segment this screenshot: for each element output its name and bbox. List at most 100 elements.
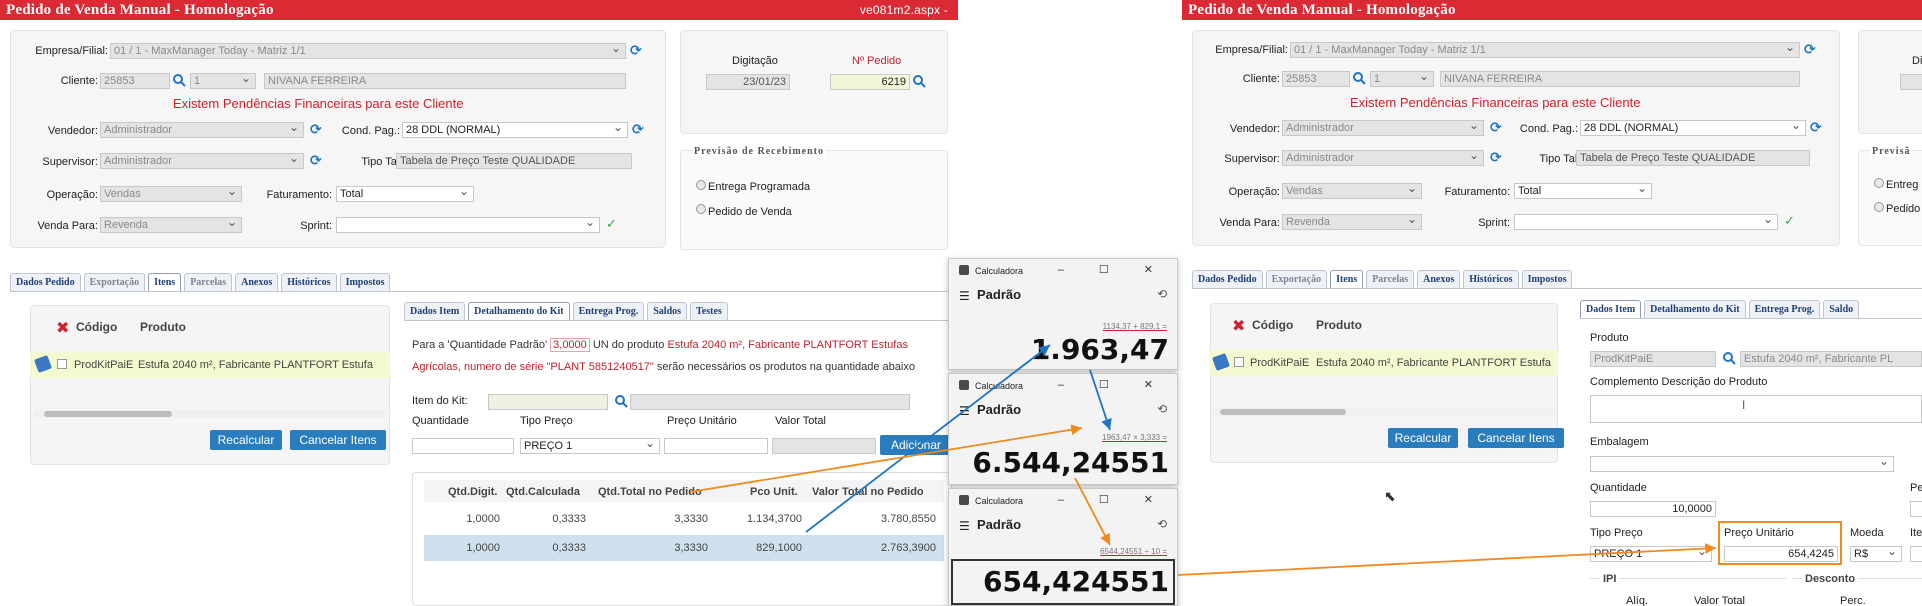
n-pedido-input[interactable]: 6219 [830, 74, 910, 90]
item-row[interactable] [1210, 350, 1558, 376]
calculator-window[interactable]: Calculadora – ☐ ✕ ☰ Padrão ⟲ 6544,24551 … [948, 488, 1178, 606]
supervisor-select[interactable]: Administrador [1282, 150, 1484, 166]
vendedor-select[interactable]: Administrador [1282, 120, 1484, 136]
refresh-icon[interactable]: ⟳ [1804, 41, 1816, 57]
refresh-icon[interactable]: ⟳ [1810, 119, 1822, 135]
radio-pedido[interactable] [1874, 202, 1884, 212]
radio-pedido[interactable] [696, 204, 706, 214]
item-checkbox[interactable] [1234, 357, 1244, 367]
embalagem-select[interactable] [1590, 456, 1894, 472]
recalcular-button[interactable]: Recalcular [210, 430, 282, 450]
cond-pag-select[interactable]: 28 DDL (NORMAL) [1580, 120, 1806, 136]
tipo-preco-select[interactable]: PREÇO 1 [520, 438, 660, 454]
refresh-icon[interactable]: ⟳ [1490, 119, 1502, 135]
refresh-icon[interactable]: ⟳ [630, 42, 642, 58]
items-scrollbar[interactable] [1212, 408, 1556, 416]
empresa-select[interactable]: 01 / 1 - MaxManager Today - Matriz 1/1 [1290, 42, 1800, 58]
cancelar-itens-button[interactable]: Cancelar Itens [290, 430, 386, 450]
subtab-saldos[interactable]: Saldos [647, 302, 688, 320]
subtab-entrega-prog[interactable]: Entrega Prog. [572, 302, 645, 320]
tab-anexos[interactable]: Anexos [1417, 270, 1461, 288]
subtab-testes[interactable]: Testes [690, 302, 728, 320]
cliente-code-input[interactable]: 25853 [1282, 71, 1350, 87]
cliente-seq-select[interactable]: 1 [190, 73, 256, 89]
cliente-code-input[interactable]: 25853 [100, 73, 170, 89]
subtab-dados-item[interactable]: Dados Item [404, 302, 466, 320]
refresh-icon[interactable]: ⟳ [1490, 149, 1502, 165]
search-icon[interactable] [1352, 71, 1366, 85]
menu-icon[interactable]: ☰ [959, 404, 970, 418]
tab-historicos[interactable]: Históricos [1463, 270, 1519, 288]
tab-historicos[interactable]: Históricos [281, 273, 337, 291]
tab-dados-pedido[interactable]: Dados Pedido [1192, 270, 1263, 288]
tab-parcelas[interactable]: Parcelas [184, 273, 233, 291]
preco-unit-input[interactable] [664, 438, 768, 454]
tab-impostos[interactable]: Impostos [339, 273, 391, 291]
refresh-icon[interactable]: ⟳ [310, 152, 322, 168]
ite-input[interactable] [1910, 546, 1922, 562]
history-icon[interactable]: ⟲ [1156, 402, 1167, 416]
calculator-window[interactable]: Calculadora – ☐ ✕ ☰ Padrão ⟲ 1963,47 × 3… [948, 373, 1178, 485]
supervisor-select[interactable]: Administrador [100, 153, 304, 169]
radio-entrega[interactable] [1874, 178, 1884, 188]
window-controls[interactable]: – ☐ ✕ [1057, 379, 1169, 391]
subtab-detalhamento-kit[interactable]: Detalhamento do Kit [468, 302, 570, 320]
search-icon[interactable] [1722, 351, 1736, 365]
refresh-icon[interactable]: ⟳ [310, 121, 322, 137]
venda-para-select[interactable]: Revenda [1282, 214, 1422, 230]
history-icon[interactable]: ⟲ [1156, 287, 1167, 301]
subtab-saldos[interactable]: Saldo [1823, 300, 1860, 318]
adicionar-button[interactable]: Adicionar [880, 435, 952, 455]
venda-para-select[interactable]: Revenda [100, 217, 242, 233]
subtab-dados-item[interactable]: Dados Item [1580, 300, 1642, 318]
quantidade-input[interactable] [412, 438, 514, 454]
item-kit-input[interactable] [488, 394, 608, 410]
check-icon: ✓ [606, 216, 617, 231]
history-icon[interactable]: ⟲ [1156, 517, 1167, 531]
refresh-icon[interactable]: ⟳ [632, 121, 644, 137]
moeda-select[interactable]: R$ [1850, 546, 1902, 562]
search-icon[interactable] [912, 74, 926, 88]
operacao-select[interactable]: Vendas [1282, 183, 1422, 199]
tab-exportacao[interactable]: Exportação [1265, 270, 1328, 288]
calculator-window[interactable]: Calculadora – ☐ ✕ ☰ Padrão ⟲ 1134,37 + 8… [948, 258, 1178, 370]
item-row[interactable] [30, 352, 390, 378]
sprint-select[interactable] [1514, 214, 1778, 230]
faturamento-select[interactable]: Total [1514, 183, 1652, 199]
item-checkbox[interactable] [57, 359, 67, 369]
menu-icon[interactable]: ☰ [959, 289, 970, 303]
subtab-entrega-prog[interactable]: Entrega Prog. [1748, 300, 1821, 318]
complemento-input[interactable] [1590, 395, 1922, 423]
sprint-select[interactable] [336, 217, 600, 233]
tipo-preco-select[interactable]: PREÇO 1 [1590, 546, 1712, 562]
vendedor-select[interactable]: Administrador [100, 122, 304, 138]
delete-icon[interactable]: ✖ [56, 320, 70, 337]
faturamento-select[interactable]: Total [336, 186, 474, 202]
radio-entrega[interactable] [696, 180, 706, 190]
tab-impostos[interactable]: Impostos [1521, 270, 1573, 288]
kit-row[interactable] [424, 535, 944, 561]
empresa-select[interactable]: 01 / 1 - MaxManager Today - Matriz 1/1 [110, 43, 626, 59]
cond-pag-select[interactable]: 28 DDL (NORMAL) [402, 122, 628, 138]
tab-dados-pedido[interactable]: Dados Pedido [10, 273, 81, 291]
menu-icon[interactable]: ☰ [959, 519, 970, 533]
window-controls[interactable]: – ☐ ✕ [1057, 264, 1169, 276]
cancelar-itens-button[interactable]: Cancelar Itens [1468, 428, 1564, 448]
subtab-detalhamento-kit[interactable]: Detalhamento do Kit [1644, 300, 1746, 318]
quantidade-input[interactable]: 10,0000 [1590, 501, 1716, 517]
preco-unit-input[interactable]: 654,4245 [1724, 546, 1838, 562]
tab-exportacao[interactable]: Exportação [83, 273, 146, 291]
tab-itens[interactable]: Itens [148, 273, 182, 291]
tab-anexos[interactable]: Anexos [235, 273, 279, 291]
tab-parcelas[interactable]: Parcelas [1366, 270, 1415, 288]
search-icon[interactable] [614, 394, 628, 408]
search-icon[interactable] [172, 73, 186, 87]
items-scrollbar[interactable] [34, 410, 386, 418]
window-controls[interactable]: – ☐ ✕ [1057, 494, 1169, 506]
recalcular-button[interactable]: Recalcular [1388, 428, 1458, 448]
delete-icon[interactable]: ✖ [1232, 318, 1246, 335]
operacao-select[interactable]: Vendas [100, 186, 242, 202]
tab-itens[interactable]: Itens [1330, 270, 1364, 288]
cliente-seq-select[interactable]: 1 [1370, 71, 1434, 87]
pe-input[interactable] [1910, 501, 1922, 517]
